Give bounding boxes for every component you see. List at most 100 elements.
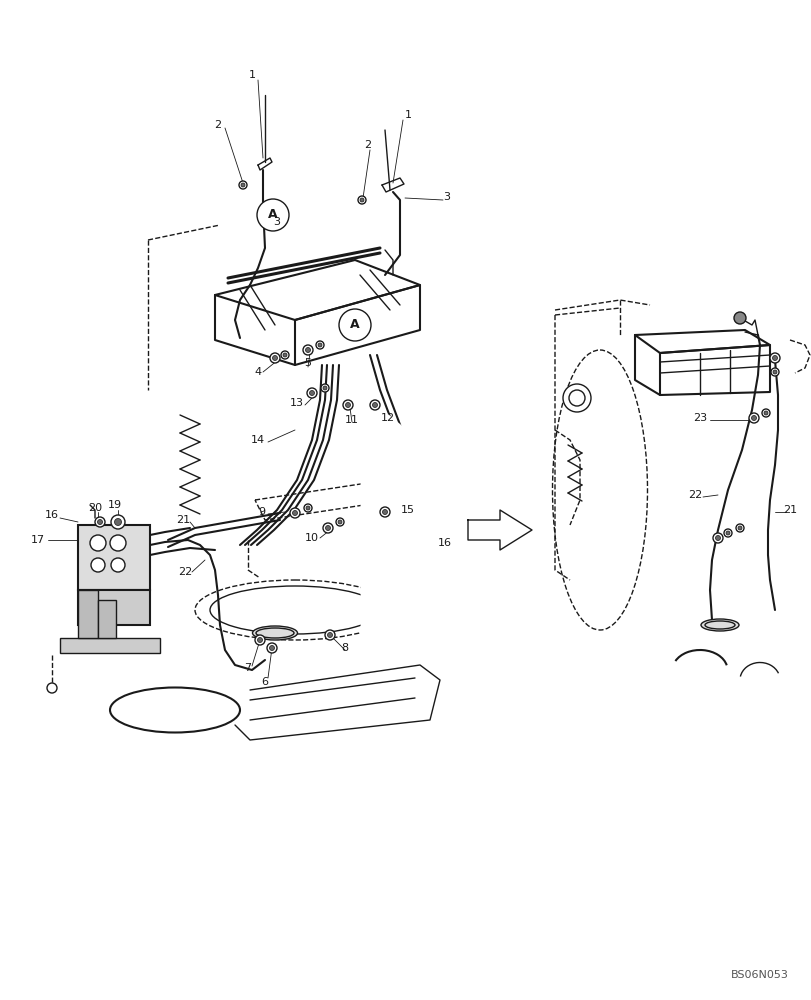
Circle shape xyxy=(318,343,322,347)
Circle shape xyxy=(238,181,247,189)
Circle shape xyxy=(723,529,731,537)
Circle shape xyxy=(358,196,366,204)
Text: 9: 9 xyxy=(258,507,265,517)
Circle shape xyxy=(90,535,106,551)
Circle shape xyxy=(336,518,344,526)
Circle shape xyxy=(725,531,729,535)
Circle shape xyxy=(111,558,125,572)
Text: 23: 23 xyxy=(692,413,706,423)
Circle shape xyxy=(269,646,274,650)
Circle shape xyxy=(748,413,758,423)
Text: 3: 3 xyxy=(443,192,450,202)
Circle shape xyxy=(323,386,327,390)
Circle shape xyxy=(338,309,371,341)
Text: A: A xyxy=(268,209,277,222)
Text: 21: 21 xyxy=(176,515,190,525)
Circle shape xyxy=(337,520,341,524)
Circle shape xyxy=(370,400,380,410)
Text: 21: 21 xyxy=(782,505,796,515)
Circle shape xyxy=(325,526,330,530)
Circle shape xyxy=(770,368,778,376)
Text: 1: 1 xyxy=(248,70,255,80)
Text: 2: 2 xyxy=(214,120,221,130)
Text: 17: 17 xyxy=(31,535,45,545)
Text: 16: 16 xyxy=(437,538,452,548)
Circle shape xyxy=(761,409,769,417)
Circle shape xyxy=(95,517,105,527)
Bar xyxy=(78,525,150,590)
Circle shape xyxy=(114,518,122,526)
Circle shape xyxy=(255,635,264,645)
Circle shape xyxy=(270,353,280,363)
Circle shape xyxy=(382,510,387,514)
Polygon shape xyxy=(467,510,531,550)
Text: 2: 2 xyxy=(364,140,371,150)
Text: 12: 12 xyxy=(380,413,395,423)
Text: 22: 22 xyxy=(178,567,192,577)
Circle shape xyxy=(380,507,389,517)
Circle shape xyxy=(257,638,262,643)
Circle shape xyxy=(292,510,297,516)
Circle shape xyxy=(562,384,590,412)
Text: 8: 8 xyxy=(341,643,348,653)
Circle shape xyxy=(320,384,328,392)
Text: 22: 22 xyxy=(687,490,702,500)
Circle shape xyxy=(772,370,776,374)
Circle shape xyxy=(257,199,289,231)
Text: 20: 20 xyxy=(88,503,102,513)
Circle shape xyxy=(109,535,126,551)
Circle shape xyxy=(272,356,277,360)
Circle shape xyxy=(359,198,363,202)
Text: 3: 3 xyxy=(273,217,280,227)
Circle shape xyxy=(735,524,743,532)
Circle shape xyxy=(97,520,102,524)
Circle shape xyxy=(290,508,299,518)
Circle shape xyxy=(769,353,779,363)
Circle shape xyxy=(267,643,277,653)
Circle shape xyxy=(372,402,377,408)
Bar xyxy=(60,638,160,653)
Ellipse shape xyxy=(252,626,297,640)
Circle shape xyxy=(241,183,245,187)
Circle shape xyxy=(737,526,741,530)
Circle shape xyxy=(323,523,333,533)
Circle shape xyxy=(309,390,314,395)
Text: A: A xyxy=(350,318,359,332)
Circle shape xyxy=(763,411,767,415)
Circle shape xyxy=(307,388,316,398)
Circle shape xyxy=(345,402,350,408)
Text: 13: 13 xyxy=(290,398,303,408)
Circle shape xyxy=(303,504,311,512)
Circle shape xyxy=(281,351,289,359)
Text: 16: 16 xyxy=(45,510,59,520)
Text: 7: 7 xyxy=(244,663,251,673)
Text: 5: 5 xyxy=(304,358,311,368)
Circle shape xyxy=(714,536,719,540)
Bar xyxy=(78,590,150,625)
Text: 15: 15 xyxy=(401,505,414,515)
Circle shape xyxy=(327,633,332,638)
Circle shape xyxy=(306,506,310,510)
Text: 19: 19 xyxy=(108,500,122,510)
Text: 1: 1 xyxy=(404,110,411,120)
Circle shape xyxy=(712,533,722,543)
Circle shape xyxy=(303,345,312,355)
Text: 11: 11 xyxy=(345,415,358,425)
Circle shape xyxy=(324,630,335,640)
Text: 4: 4 xyxy=(254,367,261,377)
Circle shape xyxy=(111,515,125,529)
Text: 10: 10 xyxy=(305,533,319,543)
Circle shape xyxy=(47,683,57,693)
Bar xyxy=(78,590,98,638)
Circle shape xyxy=(91,558,105,572)
Text: 14: 14 xyxy=(251,435,264,445)
Circle shape xyxy=(750,416,756,420)
Bar xyxy=(98,600,116,638)
Circle shape xyxy=(283,353,286,357)
Circle shape xyxy=(305,348,310,353)
Ellipse shape xyxy=(700,619,738,631)
Text: 6: 6 xyxy=(261,677,268,687)
Circle shape xyxy=(342,400,353,410)
Circle shape xyxy=(733,312,745,324)
Circle shape xyxy=(771,356,777,360)
